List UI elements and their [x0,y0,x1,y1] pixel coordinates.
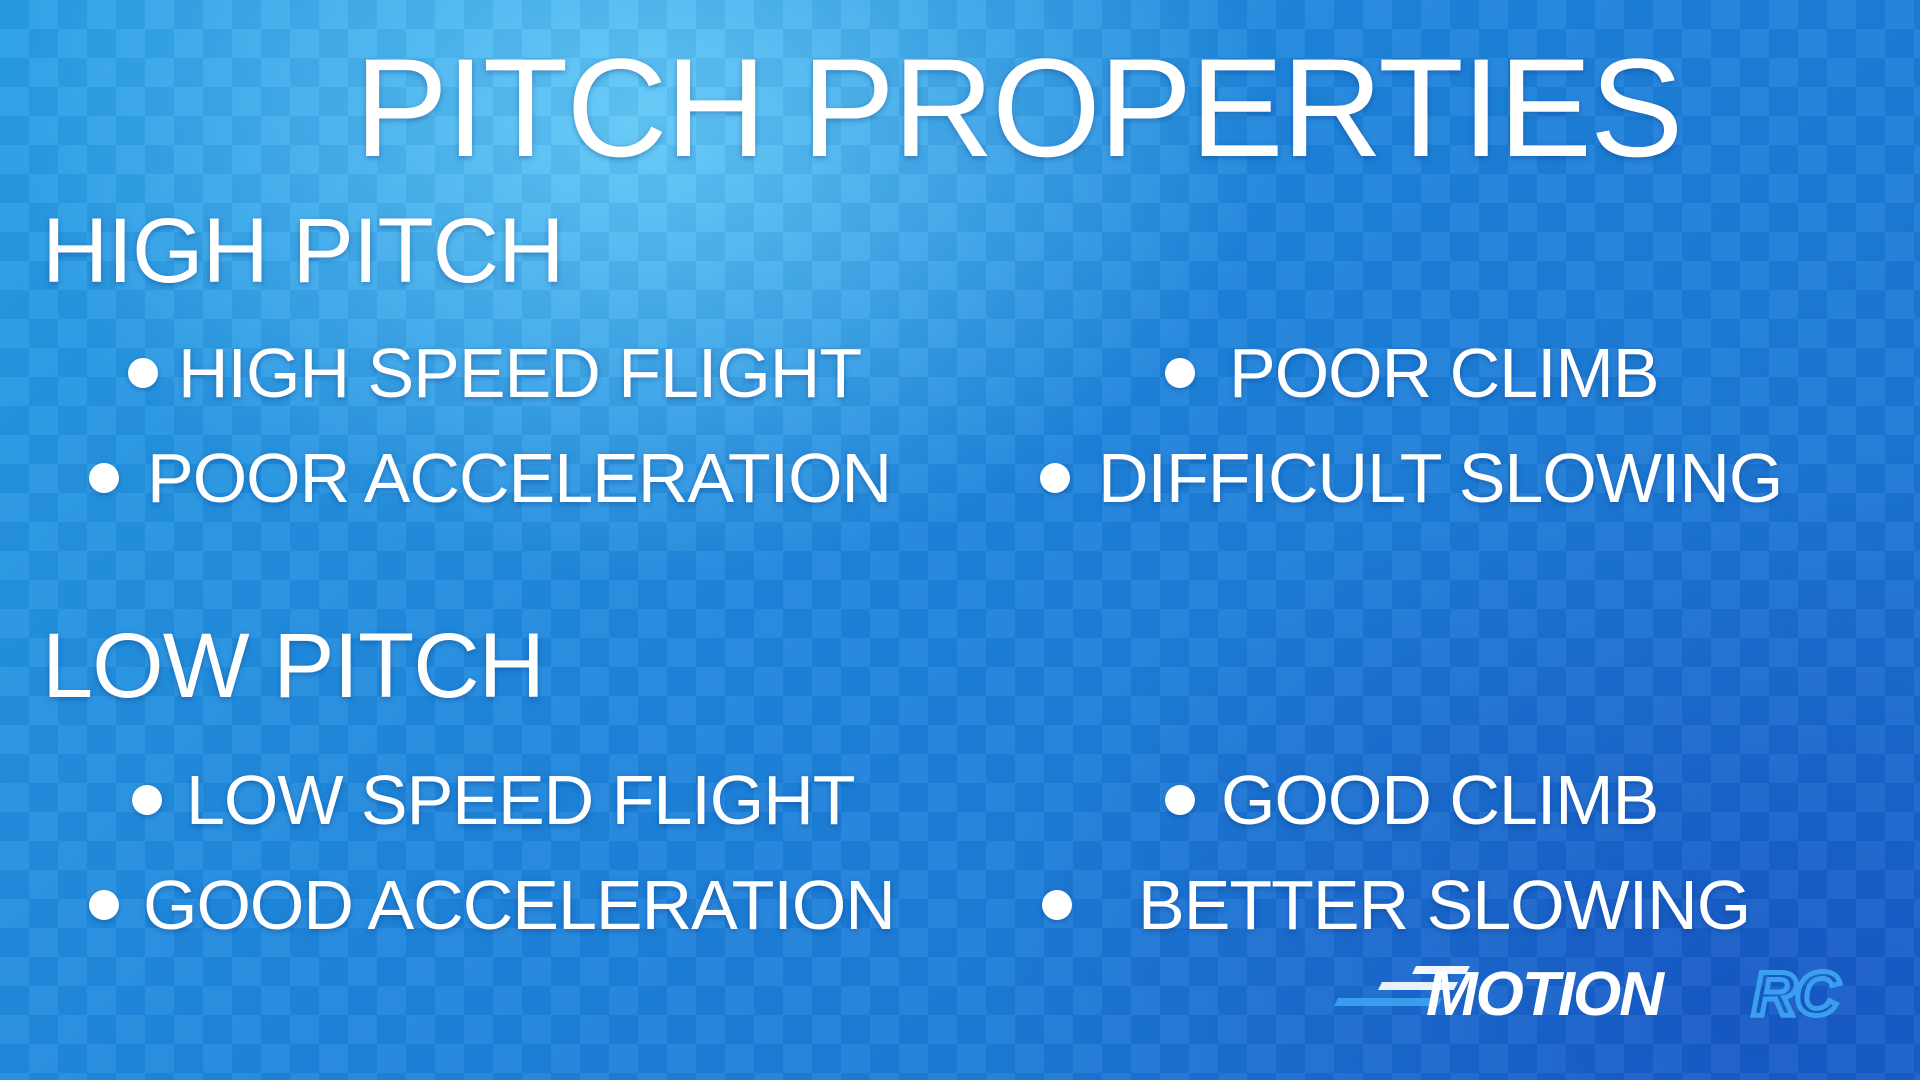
logo-text-accent: RC [1752,960,1841,1025]
bullet-label: DIFFICULT SLOWING [1098,439,1783,517]
motionrc-logo-icon: MOTION RC [1334,958,1845,1025]
page-title: PITCH PROPERTIES [354,29,1684,186]
bullet-label: GOOD CLIMB [1221,761,1659,839]
high-pitch-item-poor-climb: POOR CLIMB [1165,334,1660,412]
bullet-label: LOW SPEED FLIGHT [186,761,856,839]
bullet-icon [89,890,119,920]
low-pitch-item-low-speed-flight: LOW SPEED FLIGHT [132,761,856,839]
bullet-icon [132,785,162,815]
bullet-icon [1040,463,1070,493]
bullet-icon [1165,358,1195,388]
high-pitch-item-difficult-slowing: DIFFICULT SLOWING [1040,439,1783,517]
bullet-label: POOR CLIMB [1229,334,1660,412]
high-pitch-item-poor-acceleration: POOR ACCELERATION [89,439,892,517]
bullet-label: POOR ACCELERATION [147,439,892,517]
bullet-icon [89,463,119,493]
logo-text-main: MOTION [1426,960,1665,1025]
low-pitch-heading: LOW PITCH [42,615,545,717]
bullet-label: GOOD ACCELERATION [143,866,896,944]
bullet-label: BETTER SLOWING [1138,866,1751,944]
logo-speed-lines [1334,966,1470,1006]
high-pitch-heading: HIGH PITCH [42,200,565,302]
low-pitch-item-good-climb: GOOD CLIMB [1165,761,1659,839]
bullet-icon [1165,785,1195,815]
high-pitch-item-high-speed-flight: HIGH SPEED FLIGHT [128,334,862,412]
low-pitch-item-good-acceleration: GOOD ACCELERATION [89,866,896,944]
bullet-label: HIGH SPEED FLIGHT [178,334,862,412]
bullet-icon [128,358,158,388]
low-pitch-item-better-slowing: BETTER SLOWING [1042,866,1751,944]
bullet-icon [1042,890,1072,920]
